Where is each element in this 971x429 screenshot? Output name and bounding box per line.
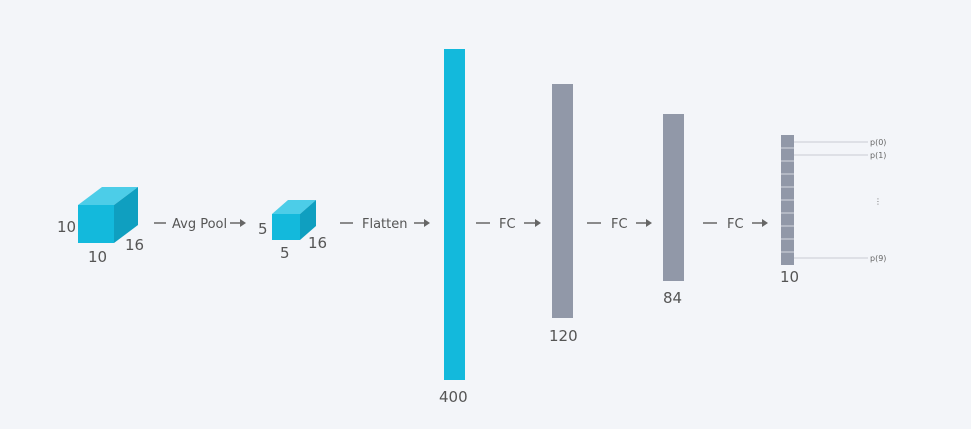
layer-400-bar: [444, 49, 465, 380]
fc3-arrowhead: [762, 219, 768, 227]
layer-120-label: 120: [549, 327, 578, 345]
block2-height-label: 5: [258, 220, 268, 238]
fc-arrow-2: FC: [587, 217, 652, 232]
layer-84-bar: [663, 114, 684, 281]
flatten-arrowhead: [424, 219, 430, 227]
block2-front-face: [272, 214, 300, 240]
avg-pool-label: Avg Pool: [172, 217, 227, 232]
avg-pool-arrow: Avg Pool: [154, 217, 246, 232]
block1-front-face: [78, 205, 114, 243]
block2-top-face: [272, 200, 316, 214]
fc-arrow-1: FC: [476, 217, 541, 232]
block1-width-label: 10: [88, 248, 107, 266]
fc2-arrowhead: [646, 219, 652, 227]
block2-depth-label: 16: [308, 234, 327, 252]
flatten-arrow: Flatten: [340, 217, 430, 232]
output-p0-label: p(0): [870, 138, 886, 147]
layer-400-label: 400: [439, 388, 468, 406]
fc2-label: FC: [611, 217, 628, 232]
fc3-label: FC: [727, 217, 744, 232]
fc1-label: FC: [499, 217, 516, 232]
block1-top-face: [78, 187, 138, 205]
pooled-block-5x5x16: 5 5 16: [258, 200, 327, 262]
fc-arrow-3: FC: [703, 217, 768, 232]
output-unit-dividers: [781, 147, 794, 253]
flatten-layer-400: 400: [439, 49, 468, 406]
layer-84-label: 84: [663, 289, 682, 307]
output-p9-label: p(9): [870, 254, 886, 263]
layer-120-bar: [552, 84, 573, 318]
output-size-label: 10: [780, 268, 799, 286]
block1-side-face: [114, 187, 138, 243]
avg-pool-arrowhead: [240, 219, 246, 227]
block2-side-face: [300, 200, 316, 240]
output-layer-10: 10 p(0) p(1) ⋮ p(9): [780, 135, 886, 286]
output-ellipsis: ⋮: [874, 197, 882, 206]
block2-width-label: 5: [280, 244, 290, 262]
fc-layer-120: 120: [549, 84, 578, 345]
fc-layer-84: 84: [663, 114, 684, 307]
block1-depth-label: 16: [125, 236, 144, 254]
output-p1-label: p(1): [870, 151, 886, 160]
input-block-10x10x16: 10 10 16: [57, 187, 144, 266]
block1-height-label: 10: [57, 218, 76, 236]
fc1-arrowhead: [535, 219, 541, 227]
flatten-label: Flatten: [362, 217, 408, 232]
